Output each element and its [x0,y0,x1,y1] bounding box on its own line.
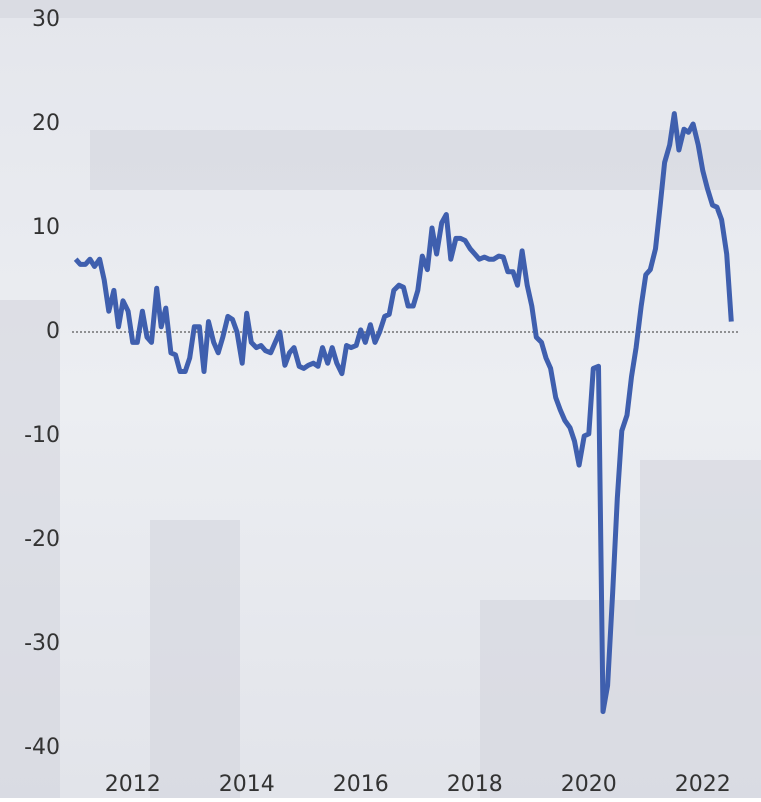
y-tick-label: -30 [24,631,60,656]
y-tick-label: 20 [32,111,60,136]
y-tick-label: 0 [46,319,60,344]
x-tick-label: 2014 [219,772,275,797]
x-tick-label: 2020 [561,772,617,797]
y-tick-label: -10 [24,423,60,448]
y-tick-label: 30 [32,7,60,32]
x-tick-label: 2012 [105,772,161,797]
x-tick-label: 2018 [447,772,503,797]
y-tick-label: 10 [32,215,60,240]
data-line [73,111,734,715]
y-tick-label: -40 [24,735,60,760]
y-tick-label: -20 [24,527,60,552]
x-tick-label: 2022 [675,772,731,797]
x-tick-label: 2016 [333,772,389,797]
